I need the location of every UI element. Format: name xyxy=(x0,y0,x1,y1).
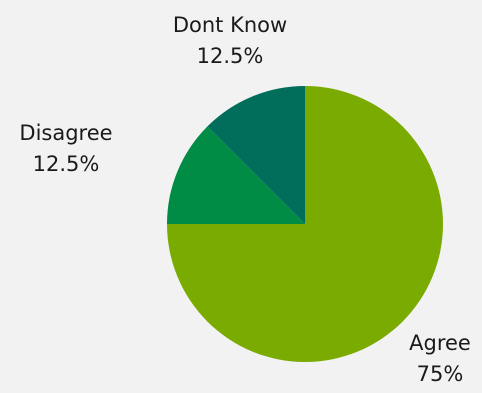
pie-slices xyxy=(167,86,443,362)
pie-labels: Agree 75% Disagree 12.5% Dont Know 12.5% xyxy=(19,13,470,386)
pie-slice-disagree xyxy=(167,126,305,224)
slice-label-dont-know: Dont Know xyxy=(173,13,287,37)
slice-value-agree: 75% xyxy=(417,362,464,386)
pie-slice-dont-know xyxy=(207,86,305,224)
slice-label-agree: Agree xyxy=(409,331,471,355)
slice-value-dont-know: 12.5% xyxy=(197,44,264,68)
slice-value-disagree: 12.5% xyxy=(33,152,100,176)
slice-label-disagree: Disagree xyxy=(19,121,112,145)
